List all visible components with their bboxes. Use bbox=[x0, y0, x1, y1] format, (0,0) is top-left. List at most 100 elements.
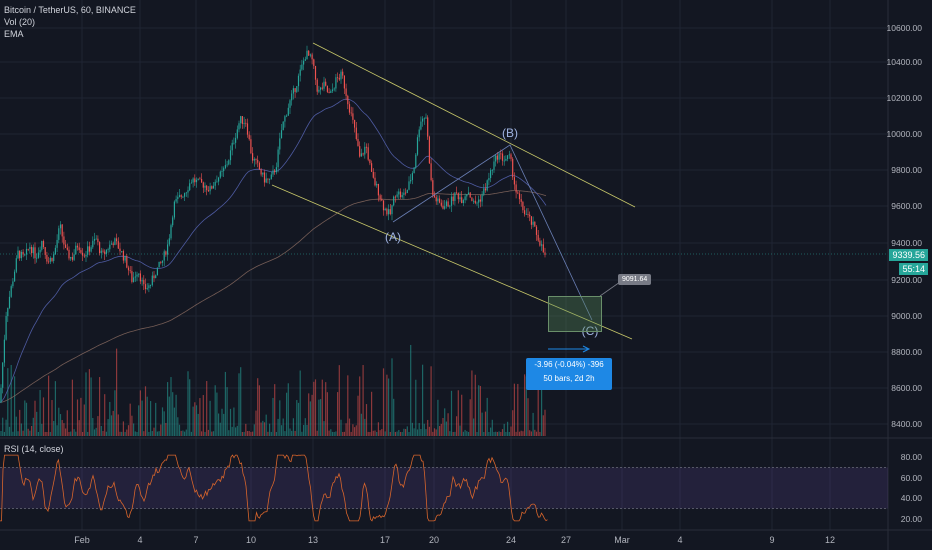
volume-bar bbox=[328, 430, 330, 436]
volume-bar bbox=[153, 427, 155, 436]
candle-body bbox=[534, 221, 536, 227]
candle-body bbox=[541, 244, 543, 246]
candle-body bbox=[362, 153, 364, 155]
volume-bar bbox=[206, 381, 208, 436]
candle-body bbox=[530, 216, 532, 225]
candle-body bbox=[63, 236, 65, 245]
volume-legend[interactable]: Vol (20) bbox=[4, 17, 36, 27]
candle-body bbox=[224, 165, 226, 169]
volume-bar bbox=[65, 428, 67, 436]
volume-bar bbox=[411, 422, 413, 436]
candle-body bbox=[411, 173, 413, 180]
time-tick-label: 24 bbox=[505, 535, 517, 545]
candle-body bbox=[340, 71, 342, 80]
rsi-legend[interactable]: RSI (14, close) bbox=[4, 444, 64, 454]
candle-body bbox=[78, 247, 80, 251]
volume-bar bbox=[160, 424, 162, 436]
candle-body bbox=[187, 190, 189, 193]
candle-body bbox=[282, 121, 284, 131]
candle-body bbox=[437, 198, 439, 202]
price-tick-label: 9200.00 bbox=[891, 275, 922, 285]
candle-body bbox=[331, 89, 334, 92]
volume-bar bbox=[398, 429, 400, 436]
volume-bar bbox=[476, 431, 478, 436]
volume-bar bbox=[393, 398, 395, 436]
candle-body bbox=[100, 250, 102, 254]
volume-bar bbox=[71, 379, 73, 436]
time-tick-label: 4 bbox=[677, 535, 683, 545]
time-tick-label: 12 bbox=[824, 535, 836, 545]
candle-body bbox=[408, 181, 410, 190]
candle-body bbox=[76, 245, 79, 248]
volume-bar bbox=[175, 394, 177, 436]
volume-bar bbox=[209, 400, 211, 436]
time-tick-label: Feb bbox=[74, 535, 90, 545]
volume-bar bbox=[83, 404, 85, 436]
candle-body bbox=[105, 249, 107, 254]
volume-bar bbox=[277, 418, 279, 436]
candle-body bbox=[133, 277, 135, 282]
candle-body bbox=[527, 214, 529, 215]
candle-body bbox=[233, 142, 235, 144]
volume-bar bbox=[112, 410, 114, 436]
volume-bar bbox=[2, 417, 4, 436]
volume-bar bbox=[116, 348, 118, 436]
candle-body bbox=[277, 149, 279, 168]
candle-body bbox=[532, 221, 534, 225]
volume-bar bbox=[270, 431, 272, 436]
candle-body bbox=[462, 200, 464, 204]
volume-bar bbox=[49, 431, 51, 436]
volume-bar bbox=[192, 406, 194, 436]
volume-bar bbox=[541, 380, 543, 436]
rsi-band bbox=[0, 467, 888, 509]
volume-bar bbox=[12, 431, 14, 436]
candle-body bbox=[316, 79, 318, 92]
candle-body bbox=[116, 238, 118, 242]
candle-body bbox=[308, 50, 310, 56]
volume-bar bbox=[457, 390, 459, 436]
volume-bar bbox=[184, 431, 186, 436]
candle-body bbox=[325, 81, 327, 86]
candle-body bbox=[75, 245, 77, 255]
candle-body bbox=[518, 193, 521, 200]
volume-bar bbox=[139, 390, 141, 436]
symbol-legend[interactable]: Bitcoin / TetherUS, 60, BINANCE bbox=[4, 5, 136, 15]
measure-arrowhead bbox=[582, 345, 591, 353]
volume-bar bbox=[535, 431, 538, 436]
volume-bar bbox=[394, 432, 396, 436]
candle-body bbox=[66, 247, 68, 250]
volume-bar bbox=[501, 429, 504, 436]
volume-bar bbox=[214, 385, 216, 436]
volume-bar bbox=[182, 430, 184, 436]
candle-body bbox=[333, 88, 335, 90]
candle-body bbox=[173, 201, 175, 218]
candle-body bbox=[439, 198, 441, 203]
volume-bar bbox=[258, 385, 260, 436]
target-zone[interactable] bbox=[548, 296, 602, 332]
target-price-label: 9091.64 bbox=[618, 274, 652, 285]
candle-body bbox=[318, 89, 320, 92]
candle-body bbox=[167, 244, 169, 255]
candle-body bbox=[150, 285, 152, 286]
volume-bar bbox=[80, 397, 82, 436]
candle-body bbox=[374, 177, 376, 186]
candle-body bbox=[330, 91, 332, 93]
candle-body bbox=[347, 95, 349, 105]
volume-bar bbox=[507, 421, 509, 436]
candle-body bbox=[31, 246, 33, 254]
candle-body bbox=[20, 251, 22, 259]
ema-legend[interactable]: EMA bbox=[4, 29, 24, 39]
volume-bar bbox=[354, 427, 356, 436]
volume-bar bbox=[260, 422, 262, 436]
volume-bar bbox=[379, 430, 381, 436]
candle-body bbox=[241, 116, 243, 124]
volume-bar bbox=[481, 412, 483, 436]
candle-body bbox=[286, 115, 288, 117]
candle-body bbox=[294, 88, 296, 92]
candle-body bbox=[410, 179, 412, 182]
volume-bar bbox=[22, 430, 24, 436]
candle-body bbox=[243, 122, 245, 124]
price-tick-label: 9600.00 bbox=[891, 201, 922, 211]
volume-bar bbox=[291, 430, 293, 436]
